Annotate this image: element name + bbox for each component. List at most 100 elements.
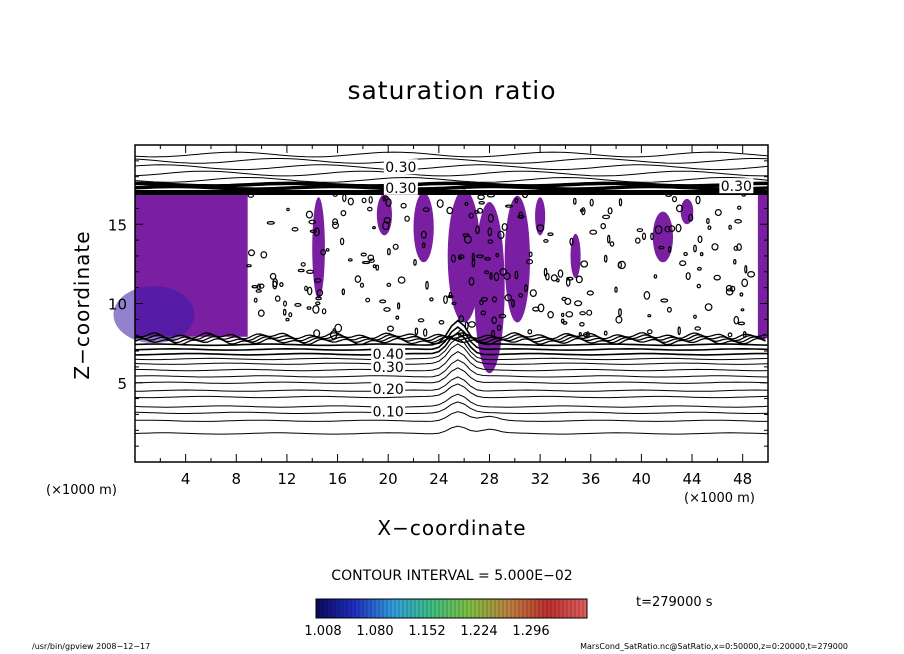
speckle-contour <box>255 289 262 293</box>
speckle-contour <box>521 189 529 199</box>
speckle-contour <box>582 332 589 338</box>
speckle-contour <box>697 235 703 244</box>
contour-label: 0.20 <box>373 382 404 398</box>
x-tick-label: 12 <box>277 470 296 488</box>
speckle-contour <box>260 251 268 259</box>
speckle-contour <box>658 245 665 250</box>
speckle-contour <box>464 321 469 331</box>
speckle-contour <box>474 210 480 214</box>
speckle-contour <box>496 324 502 331</box>
speckle-contour <box>543 267 548 277</box>
contour-label-bg <box>371 358 406 374</box>
speckle-contour <box>447 295 454 299</box>
speckle-contour <box>609 241 615 247</box>
speckle-contour <box>413 259 417 266</box>
speckle-contour <box>573 300 583 307</box>
speckle-contour <box>493 272 500 282</box>
speckle-contour <box>359 282 365 288</box>
supersaturated-region <box>376 194 392 236</box>
speckle-contour <box>714 209 722 217</box>
speckle-contour <box>565 277 571 287</box>
colorbar-tick-label: 1.008 <box>304 624 342 639</box>
speckle-contour <box>438 319 445 325</box>
supersaturated-region <box>474 202 505 374</box>
speckle-contour <box>312 305 320 314</box>
speckle-contour <box>253 297 258 303</box>
speckle-contour <box>448 291 452 298</box>
speckle-contour <box>543 238 549 243</box>
speckle-contour <box>487 239 494 244</box>
speckle-contour <box>741 278 749 288</box>
colorbar-tick-label: 1.224 <box>460 624 498 639</box>
contour-label-bg <box>383 179 418 195</box>
speckle-contour <box>457 255 463 260</box>
speckle-contour <box>514 270 519 280</box>
x-tick-label: 28 <box>480 470 499 488</box>
speckle-contour <box>383 217 391 224</box>
speckle-contour <box>291 227 299 232</box>
speckle-contour <box>694 326 702 331</box>
speckle-contour <box>643 291 651 300</box>
speckle-contour <box>578 332 582 337</box>
speckle-contour <box>451 301 457 306</box>
chart-title: saturation ratio <box>347 76 557 105</box>
speckle-contour <box>647 314 652 318</box>
speckle-contour <box>340 210 347 217</box>
speckle-contour <box>740 308 745 312</box>
speckle-contour <box>618 308 622 317</box>
contour-line <box>134 319 769 347</box>
speckle-contour <box>315 301 321 306</box>
speckle-contour <box>618 198 623 207</box>
speckle-contour <box>480 296 488 302</box>
contour-line-upper <box>134 170 769 177</box>
contour-line <box>134 331 768 356</box>
speckle-contour <box>309 229 318 233</box>
speckle-contour <box>603 254 608 263</box>
contour-line <box>134 367 769 384</box>
speckle-contour <box>706 218 710 225</box>
speckle-contour <box>379 299 387 304</box>
speckle-contour <box>487 193 495 198</box>
time-label: t=279000 s <box>636 595 713 610</box>
speckle-contour <box>256 283 261 290</box>
speckle-contour <box>602 214 611 220</box>
contour-line-upper <box>134 158 769 164</box>
speckle-contour <box>617 260 626 270</box>
contour-label-bg <box>371 403 406 419</box>
speckle-contour <box>304 285 308 292</box>
speckle-contour <box>329 330 338 340</box>
colorbar-tick-label: 1.152 <box>408 624 446 639</box>
speckle-contour <box>307 286 313 296</box>
speckle-contour <box>414 327 419 336</box>
speckle-contour <box>306 269 315 274</box>
speckle-contour <box>733 245 739 251</box>
speckle-contour <box>733 258 737 265</box>
speckle-contour <box>450 254 456 263</box>
speckle-contour <box>725 284 733 292</box>
speckle-contour <box>341 288 345 296</box>
speckle-contour <box>288 312 293 318</box>
speckle-contour <box>579 311 586 316</box>
contour-line <box>134 351 769 372</box>
x-tick-label: 16 <box>328 470 347 488</box>
speckle-contour <box>704 303 713 312</box>
contour-line-upper <box>134 176 769 183</box>
speckle-contour <box>683 251 688 257</box>
speckle-contour <box>498 313 507 319</box>
speckle-contour <box>586 290 594 296</box>
speckle-contour <box>387 247 391 256</box>
speckle-contour <box>297 268 305 273</box>
contour-line-upper <box>134 151 769 158</box>
speckle-contour <box>733 315 740 325</box>
colorbar-tick-label: 1.296 <box>512 624 550 639</box>
supersaturated-region <box>570 233 581 279</box>
speckle-contour <box>257 309 265 317</box>
speckle-contour <box>467 321 476 328</box>
y-tick-label: 5 <box>117 375 127 393</box>
speckle-contour <box>300 262 306 267</box>
speckle-contour <box>421 242 426 249</box>
speckle-contour <box>671 196 678 203</box>
speckle-contour <box>504 294 513 302</box>
supersaturated-region-right <box>757 194 768 339</box>
